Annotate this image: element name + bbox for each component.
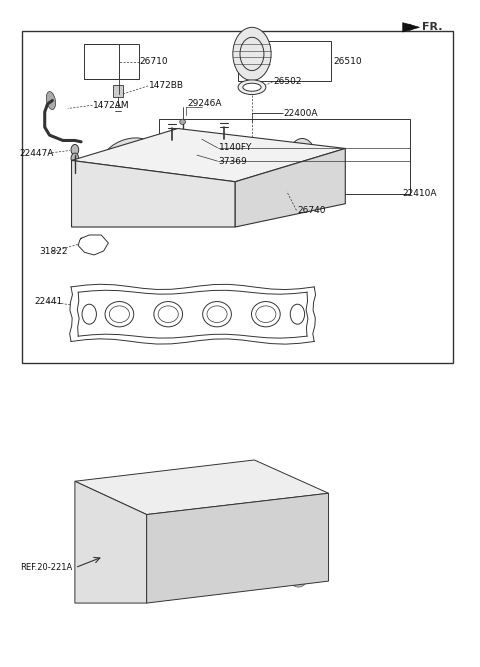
Text: 22441: 22441 — [34, 297, 62, 306]
Circle shape — [71, 153, 79, 164]
Ellipse shape — [114, 493, 137, 510]
Text: 1472BB: 1472BB — [149, 81, 184, 91]
Ellipse shape — [102, 192, 120, 209]
Circle shape — [230, 141, 250, 168]
Ellipse shape — [289, 566, 308, 587]
Text: 37369: 37369 — [218, 157, 247, 165]
Polygon shape — [72, 129, 345, 181]
Ellipse shape — [121, 540, 130, 559]
Circle shape — [82, 304, 96, 324]
Text: 29246A: 29246A — [187, 99, 222, 108]
Circle shape — [216, 197, 226, 210]
Text: 26502: 26502 — [274, 77, 302, 87]
Text: 22400A: 22400A — [283, 109, 318, 118]
Circle shape — [193, 148, 205, 165]
Text: FR.: FR. — [422, 22, 443, 32]
Ellipse shape — [240, 492, 265, 511]
Circle shape — [234, 146, 246, 163]
Ellipse shape — [238, 80, 266, 95]
Ellipse shape — [102, 138, 154, 175]
Bar — [84, 44, 140, 79]
Circle shape — [272, 147, 285, 164]
Circle shape — [190, 143, 209, 170]
Ellipse shape — [110, 144, 145, 169]
Ellipse shape — [190, 486, 213, 503]
Ellipse shape — [252, 301, 280, 327]
Ellipse shape — [191, 546, 210, 567]
Bar — [22, 31, 453, 364]
Circle shape — [294, 145, 311, 169]
Ellipse shape — [203, 472, 229, 491]
Circle shape — [71, 145, 79, 155]
Ellipse shape — [228, 488, 252, 504]
Ellipse shape — [221, 482, 247, 501]
Polygon shape — [403, 23, 420, 32]
Circle shape — [282, 153, 294, 169]
Ellipse shape — [129, 498, 156, 518]
Text: 31822: 31822 — [39, 247, 68, 256]
Ellipse shape — [250, 480, 273, 496]
Polygon shape — [235, 149, 345, 227]
Text: 22410A: 22410A — [403, 189, 437, 198]
Text: 26740: 26740 — [298, 206, 326, 215]
Text: 1472AM: 1472AM — [93, 101, 130, 109]
Bar — [238, 41, 331, 81]
Text: 26710: 26710 — [140, 57, 168, 67]
Ellipse shape — [182, 145, 202, 162]
Polygon shape — [72, 161, 235, 227]
Bar — [113, 85, 123, 97]
Ellipse shape — [92, 540, 101, 559]
Ellipse shape — [256, 559, 276, 580]
Circle shape — [187, 197, 197, 210]
Ellipse shape — [111, 540, 120, 559]
Circle shape — [101, 197, 111, 210]
Circle shape — [289, 139, 316, 175]
Ellipse shape — [176, 477, 199, 494]
Text: 1140FY: 1140FY — [218, 143, 252, 152]
Ellipse shape — [102, 540, 110, 559]
Ellipse shape — [105, 195, 117, 205]
Polygon shape — [147, 494, 328, 603]
Circle shape — [290, 304, 305, 324]
Circle shape — [233, 27, 271, 81]
Ellipse shape — [140, 540, 149, 559]
Polygon shape — [75, 482, 147, 603]
Ellipse shape — [180, 119, 185, 125]
Ellipse shape — [203, 301, 231, 327]
Bar — [158, 119, 410, 193]
Ellipse shape — [152, 488, 175, 505]
Ellipse shape — [102, 484, 125, 500]
Circle shape — [160, 154, 171, 170]
Ellipse shape — [105, 301, 134, 327]
Circle shape — [144, 197, 154, 210]
Ellipse shape — [111, 488, 137, 508]
Ellipse shape — [148, 475, 174, 494]
Ellipse shape — [83, 540, 91, 559]
Text: 26510: 26510 — [333, 57, 362, 67]
Ellipse shape — [214, 478, 237, 495]
Ellipse shape — [131, 540, 139, 559]
Polygon shape — [75, 460, 328, 514]
Ellipse shape — [158, 539, 178, 560]
Text: REF.20-221A: REF.20-221A — [20, 564, 72, 572]
Ellipse shape — [283, 187, 293, 196]
Ellipse shape — [46, 91, 56, 109]
Ellipse shape — [166, 485, 192, 504]
Ellipse shape — [93, 478, 119, 498]
Ellipse shape — [184, 495, 210, 514]
Ellipse shape — [243, 83, 261, 91]
Ellipse shape — [138, 480, 160, 496]
Circle shape — [269, 142, 288, 169]
Ellipse shape — [154, 301, 182, 327]
Circle shape — [215, 161, 227, 176]
Ellipse shape — [224, 552, 243, 574]
Text: 22447A: 22447A — [20, 149, 54, 157]
